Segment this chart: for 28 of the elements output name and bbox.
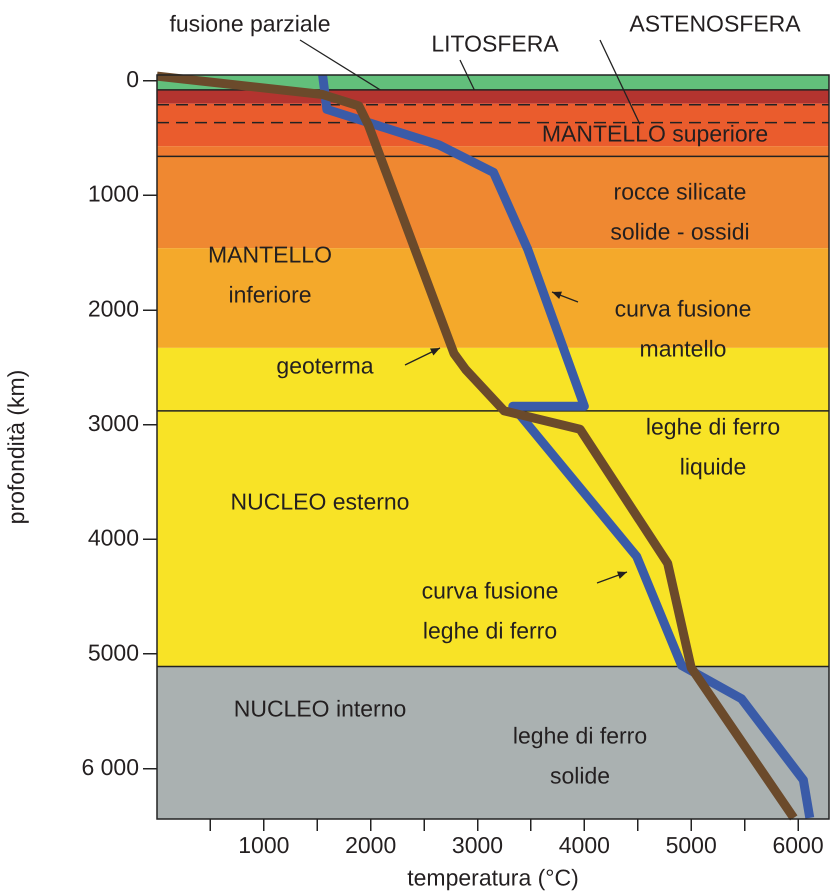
annotation: curva fusione mantello [614,295,752,362]
x-tick-label: 6000 [772,832,824,858]
y-tick-label: 4000 [88,524,139,551]
x-axis-title: temperatura (°C) [407,864,579,891]
x-tick-label: 2000 [345,832,396,858]
annotation: curva fusione leghe di ferro [422,577,558,644]
y-tick-label: 0 [126,66,139,92]
annotation: fusione parziale [169,10,331,36]
x-tick-label: 1000 [238,832,290,858]
annotation: NUCLEO interno [234,695,406,722]
x-tick-label: 4000 [558,832,610,858]
y-tick-label: 3000 [88,410,139,436]
x-tick-label: 5000 [666,832,717,858]
annotation: MANTELLO superiore [542,120,768,146]
y-tick-label: 1000 [88,180,139,207]
annotation: MANTELLO inferiore [208,241,332,308]
annotation: leghe di ferro liquide [646,413,780,480]
y-tick-label: 6 000 [81,754,139,780]
y-tick-label: 2000 [88,295,139,322]
annotation: rocce silicate solide - ossidi [610,178,750,244]
x-tick-label: 3000 [452,832,504,858]
annotation: geoterma [276,352,374,378]
annotation: ASTENOSFERA [629,10,802,36]
annotation: LITOSFERA [431,30,560,56]
y-axis-title: profondità (km) [3,370,30,524]
y-tick-label: 5000 [88,639,139,666]
annotation: leghe di ferro solide [512,722,648,788]
annotation: NUCLEO esterno [230,488,410,514]
